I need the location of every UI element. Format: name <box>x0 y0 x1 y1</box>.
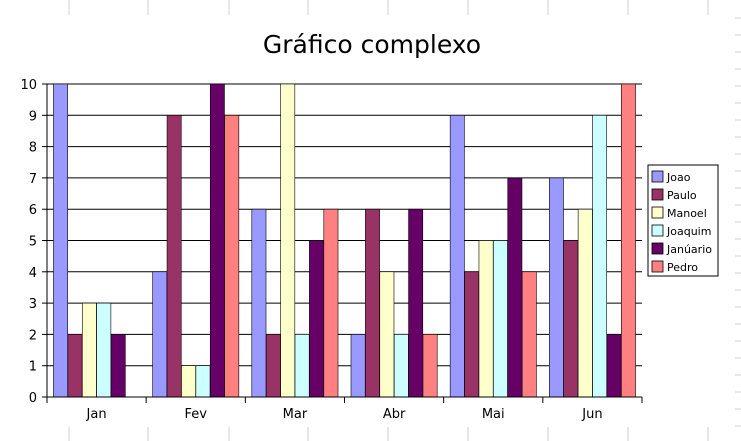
bar-fev-4 <box>209 83 225 398</box>
bar-jan-0 <box>53 83 68 398</box>
x-tick-label: Abr <box>383 407 406 422</box>
bar-fev-2 <box>181 365 196 398</box>
legend-label: Joao <box>666 171 691 184</box>
bar-jan-4 <box>110 334 126 398</box>
bar-mar-5 <box>323 208 339 398</box>
bar-fev-1 <box>166 115 182 398</box>
y-tick-label: 6 <box>29 203 37 218</box>
bar-abr-3 <box>393 334 409 398</box>
y-tick-label: 7 <box>29 172 37 187</box>
legend-label: Joaquim <box>666 225 711 238</box>
legend: Joao Paulo Manoel Joaquim Janúario Pedro <box>647 164 719 277</box>
legend-label: Paulo <box>667 189 697 202</box>
x-tick-label: Jan <box>86 407 107 422</box>
bar-jun-5 <box>621 83 636 398</box>
y-tick-label: 9 <box>29 109 37 124</box>
legend-label: Janúario <box>666 243 712 256</box>
chart-title: Gráfico complexo <box>263 30 481 59</box>
bar-jun-3 <box>592 115 608 398</box>
x-tick-label: Fev <box>185 407 208 422</box>
bar-mai-0 <box>449 115 465 398</box>
bar-jan-2 <box>81 302 97 398</box>
bar-jan-1 <box>67 334 83 398</box>
bar-mar-4 <box>309 240 324 398</box>
y-tick-label: 10 <box>20 78 37 93</box>
legend-label: Manoel <box>667 207 707 220</box>
bar-jun-2 <box>577 208 593 398</box>
bar-jun-4 <box>606 334 622 398</box>
bar-mar-3 <box>294 334 310 398</box>
x-tick-label: Jun <box>581 407 602 422</box>
bar-abr-4 <box>408 208 424 398</box>
x-axis-ticks: Jan Fev Mar Abr Mai Jun <box>46 397 643 422</box>
chart-frame[interactable]: Gráfico complexo 0 1 2 3 4 5 6 7 8 9 10 Jan Fev Mar A… <box>0 15 735 427</box>
bar-abr-2 <box>379 271 395 398</box>
x-tick-label: Mai <box>482 407 505 422</box>
legend-swatch <box>651 260 664 273</box>
bar-jun-1 <box>563 240 579 398</box>
bar-mai-2 <box>478 240 494 398</box>
bar-jan-3 <box>96 302 112 398</box>
bar-mai-1 <box>464 271 480 398</box>
y-tick-label: 0 <box>29 391 37 406</box>
legend-swatch <box>651 206 664 219</box>
y-tick-label: 1 <box>29 360 37 375</box>
y-axis-ticks: 0 1 2 3 4 5 6 7 8 9 10 <box>20 78 47 406</box>
bar-mar-1 <box>265 334 281 398</box>
legend-label: Pedro <box>667 261 698 274</box>
bar-fev-3 <box>195 365 211 398</box>
chart: Gráfico complexo 0 1 2 3 4 5 6 7 8 9 10 Jan Fev Mar A… <box>20 30 719 422</box>
y-tick-label: 3 <box>29 297 37 312</box>
legend-swatch <box>651 188 664 201</box>
bar-mar-2 <box>280 83 296 398</box>
y-tick-label: 5 <box>29 235 37 250</box>
y-tick-label: 2 <box>29 328 37 343</box>
bar-abr-0 <box>350 334 366 398</box>
bar-fev-0 <box>152 271 168 398</box>
bar-mar-0 <box>251 208 267 398</box>
legend-swatch <box>651 242 664 255</box>
bar-mai-5 <box>521 271 537 398</box>
legend-box <box>647 164 719 277</box>
legend-swatch <box>651 170 664 183</box>
bar-abr-5 <box>422 334 438 398</box>
bar-mai-4 <box>507 177 523 398</box>
y-tick-label: 8 <box>29 141 37 156</box>
y-tick-label: 4 <box>29 266 37 281</box>
bar-jun-0 <box>549 177 564 398</box>
legend-swatch <box>651 224 664 237</box>
bar-mai-3 <box>493 240 508 398</box>
bar-abr-1 <box>365 208 380 398</box>
bar-fev-5 <box>224 115 240 398</box>
x-tick-label: Mar <box>283 407 308 422</box>
